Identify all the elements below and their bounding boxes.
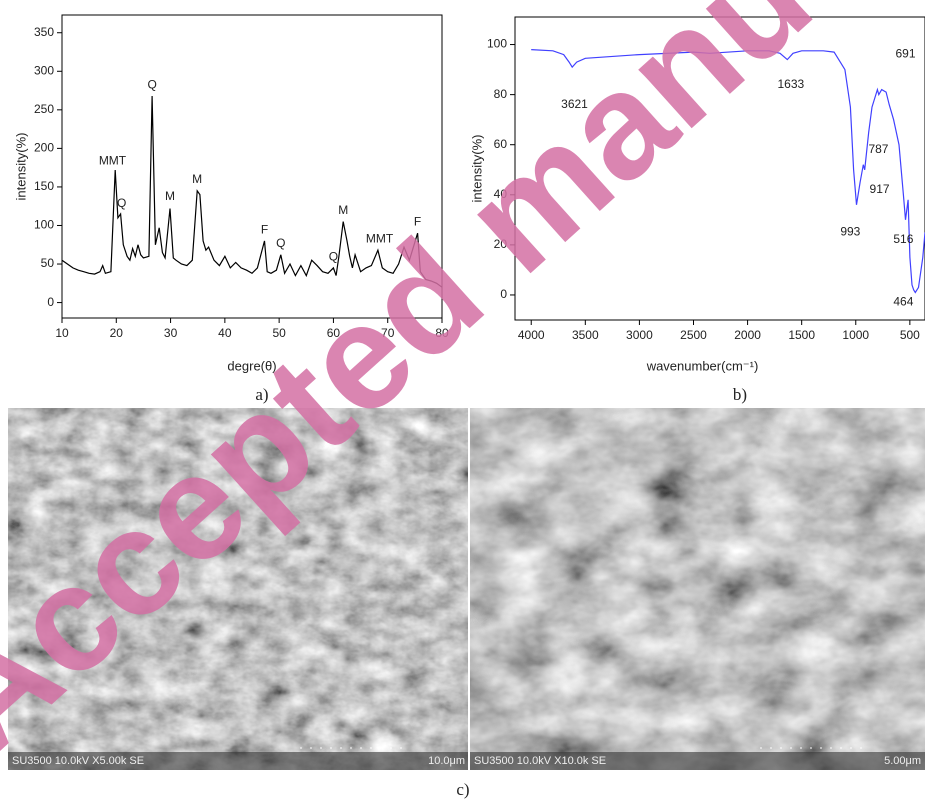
y-axis-label: intensity(%): [13, 133, 28, 201]
y-tick-label: 50: [41, 256, 55, 270]
y-tick-label: 80: [494, 87, 508, 101]
sem-scale: 10.0μm: [428, 755, 465, 767]
x-tick-label: 1000: [842, 328, 869, 342]
x-tick-label: 20: [110, 326, 124, 340]
x-tick-label: 3500: [572, 328, 599, 342]
y-tick-label: 0: [47, 295, 54, 309]
x-tick-label: 30: [164, 326, 178, 340]
peak-label: 464: [893, 295, 913, 309]
peak-label: MMT: [99, 154, 127, 168]
peak-label: 691: [896, 47, 916, 61]
sem-info: SU3500 10.0kV X10.0k SE: [474, 755, 606, 767]
caption: c): [456, 780, 469, 799]
peak-label: M: [338, 203, 348, 217]
peak-label: Q: [147, 77, 156, 91]
sem-image: [470, 408, 925, 770]
peak-label: F: [261, 222, 268, 236]
sem-scale: 5.00μm: [884, 755, 921, 767]
peak-label: 917: [870, 182, 890, 196]
x-tick-label: 2500: [680, 328, 707, 342]
x-tick-label: 1500: [788, 328, 815, 342]
peak-label: Q: [329, 249, 338, 263]
x-tick-label: 500: [900, 328, 920, 342]
y-tick-label: 300: [34, 63, 54, 77]
y-tick-label: 100: [487, 37, 507, 51]
peak-label: 516: [893, 232, 913, 246]
x-axis-label: wavenumber(cm⁻¹): [646, 358, 759, 373]
y-tick-label: 100: [34, 218, 54, 232]
y-tick-label: 150: [34, 179, 54, 193]
x-tick-label: 4000: [518, 328, 545, 342]
peak-label: M: [192, 172, 202, 186]
y-tick-label: 200: [34, 141, 54, 155]
x-tick-label: 10: [55, 326, 69, 340]
peak-label: 993: [840, 225, 860, 239]
y-tick-label: 350: [34, 25, 54, 39]
caption: b): [733, 385, 747, 404]
x-tick-label: 2000: [734, 328, 761, 342]
x-tick-label: 3000: [626, 328, 653, 342]
x-tick-label: 40: [218, 326, 232, 340]
peak-label: 787: [868, 142, 888, 156]
peak-label: Q: [276, 236, 285, 250]
y-tick-label: 250: [34, 102, 54, 116]
peak-label: Q: [117, 196, 126, 210]
peak-label: M: [165, 189, 175, 203]
figure: SU3500 10.0kV X5.00k SE 10.0μm SU3500 10…: [0, 0, 925, 805]
